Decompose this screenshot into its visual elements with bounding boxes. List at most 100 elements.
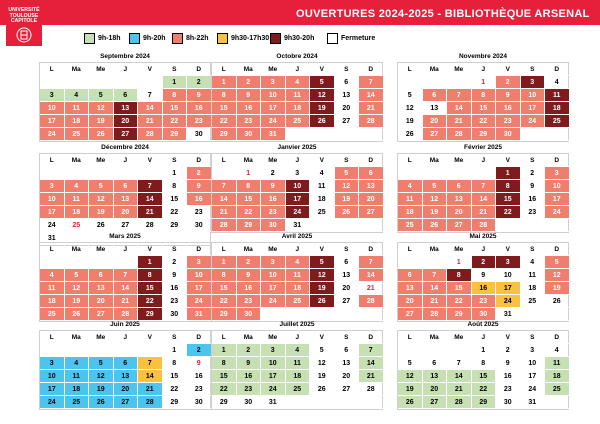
day-cell: 5 — [545, 256, 570, 269]
empty-cell — [113, 256, 138, 269]
weekday-header: Ma — [236, 243, 261, 256]
day-cell: 31 — [40, 232, 65, 245]
day-cell: 22 — [138, 295, 163, 308]
empty-cell — [89, 256, 114, 269]
legend-label: 9h30-20h — [284, 35, 315, 42]
day-cell: 13 — [113, 370, 138, 383]
day-cell: 5 — [89, 357, 114, 370]
weekday-header: Ma — [64, 243, 89, 256]
empty-cell — [89, 76, 114, 89]
weekday-header: S — [520, 63, 545, 76]
day-cell: 10 — [40, 102, 65, 115]
day-cell: 11 — [310, 180, 335, 193]
day-cell: 25 — [64, 396, 89, 409]
day-cell: 21 — [138, 383, 163, 396]
day-cell: 5 — [310, 344, 335, 357]
day-cell: 31 — [285, 219, 310, 232]
day-cell: 4 — [398, 180, 423, 193]
day-cell: 5 — [89, 180, 114, 193]
month-title: Novembre 2024 — [458, 53, 508, 60]
day-cell: 17 — [261, 102, 286, 115]
weekday-header: S — [334, 63, 359, 76]
day-cell: 29 — [138, 308, 163, 321]
day-cell: 24 — [261, 383, 286, 396]
day-cell: 19 — [398, 383, 423, 396]
day-cell: 11 — [545, 357, 570, 370]
day-cell: 15 — [447, 282, 472, 295]
month-grid: L Ma Me J V S D 1 2 3 4 5 6 7 8 9 10 11 12 13 14 15 16 17 18 19 20… — [211, 242, 384, 322]
day-cell: 15 — [212, 370, 237, 383]
day-cell: 29 — [162, 219, 187, 232]
day-cell: 23 — [520, 206, 545, 219]
weekday-header: L — [40, 331, 65, 344]
day-cell: 6 — [113, 89, 138, 102]
weekday-header: V — [496, 154, 521, 167]
month-title: Janvier 2025 — [277, 144, 317, 151]
empty-cell — [113, 167, 138, 180]
day-cell: 4 — [520, 256, 545, 269]
day-cell: 29 — [471, 128, 496, 141]
day-cell: 20 — [113, 115, 138, 128]
weekday-header: Me — [261, 63, 286, 76]
day-cell: 29 — [212, 396, 237, 409]
legend-swatch — [129, 33, 140, 44]
day-cell: 31 — [520, 396, 545, 409]
month-title: Février 2025 — [464, 144, 502, 151]
day-cell: 26 — [310, 383, 335, 396]
day-cell: 14 — [138, 193, 163, 206]
weekday-header: L — [212, 63, 237, 76]
weekday-header: V — [138, 63, 163, 76]
day-cell: 24 — [40, 219, 65, 232]
day-cell: 17 — [520, 102, 545, 115]
empty-cell — [64, 232, 89, 245]
day-cell: 29 — [236, 219, 261, 232]
day-cell: 28 — [447, 128, 472, 141]
day-cell: 23 — [187, 383, 212, 396]
day-cell: 25 — [285, 295, 310, 308]
day-cell: 24 — [285, 206, 310, 219]
empty-cell — [285, 396, 310, 409]
day-cell: 12 — [89, 193, 114, 206]
empty-cell — [138, 232, 163, 245]
day-cell: 27 — [422, 128, 447, 141]
day-cell: 24 — [496, 295, 521, 308]
day-cell: 16 — [236, 370, 261, 383]
day-cell: 28 — [422, 308, 447, 321]
logo-line-2: TOULOUSE — [9, 12, 39, 19]
day-cell: 20 — [422, 115, 447, 128]
weekday-header: D — [545, 243, 570, 256]
empty-cell — [40, 344, 65, 357]
day-cell: 10 — [261, 89, 286, 102]
month-grid: L Ma Me J V S D 1 2 3 4 5 6 7 8 9 10 11 12 13 14 15 16 17 18 19 20… — [39, 153, 212, 246]
day-cell: 16 — [187, 193, 212, 206]
day-cell: 4 — [40, 269, 65, 282]
day-cell: 19 — [89, 383, 114, 396]
weekday-header: S — [520, 243, 545, 256]
university-logo: UNIVERSITÉ TOULOUSE CAPITOLE — [6, 6, 42, 46]
weekday-header: Me — [89, 331, 114, 344]
day-cell: 31 — [261, 128, 286, 141]
day-cell: 15 — [162, 193, 187, 206]
day-cell: 25 — [40, 308, 65, 321]
day-cell: 16 — [520, 193, 545, 206]
day-cell: 6 — [422, 89, 447, 102]
day-cell: 26 — [89, 128, 114, 141]
day-cell: 18 — [285, 370, 310, 383]
day-cell: 17 — [40, 206, 65, 219]
weekday-header: J — [471, 331, 496, 344]
weekday-header: L — [40, 154, 65, 167]
day-cell: 2 — [236, 76, 261, 89]
day-cell: 19 — [310, 370, 335, 383]
day-cell: 15 — [212, 282, 237, 295]
day-cell: 27 — [398, 308, 423, 321]
legend-item: 9h-18h — [84, 33, 121, 44]
day-cell: 20 — [334, 102, 359, 115]
weekday-header: J — [471, 63, 496, 76]
day-cell: 27 — [113, 219, 138, 232]
weekday-header: Me — [261, 154, 286, 167]
day-cell: 3 — [496, 256, 521, 269]
day-cell: 30 — [162, 308, 187, 321]
day-cell: 9 — [187, 357, 212, 370]
empty-cell — [422, 76, 447, 89]
day-cell: 8 — [236, 180, 261, 193]
